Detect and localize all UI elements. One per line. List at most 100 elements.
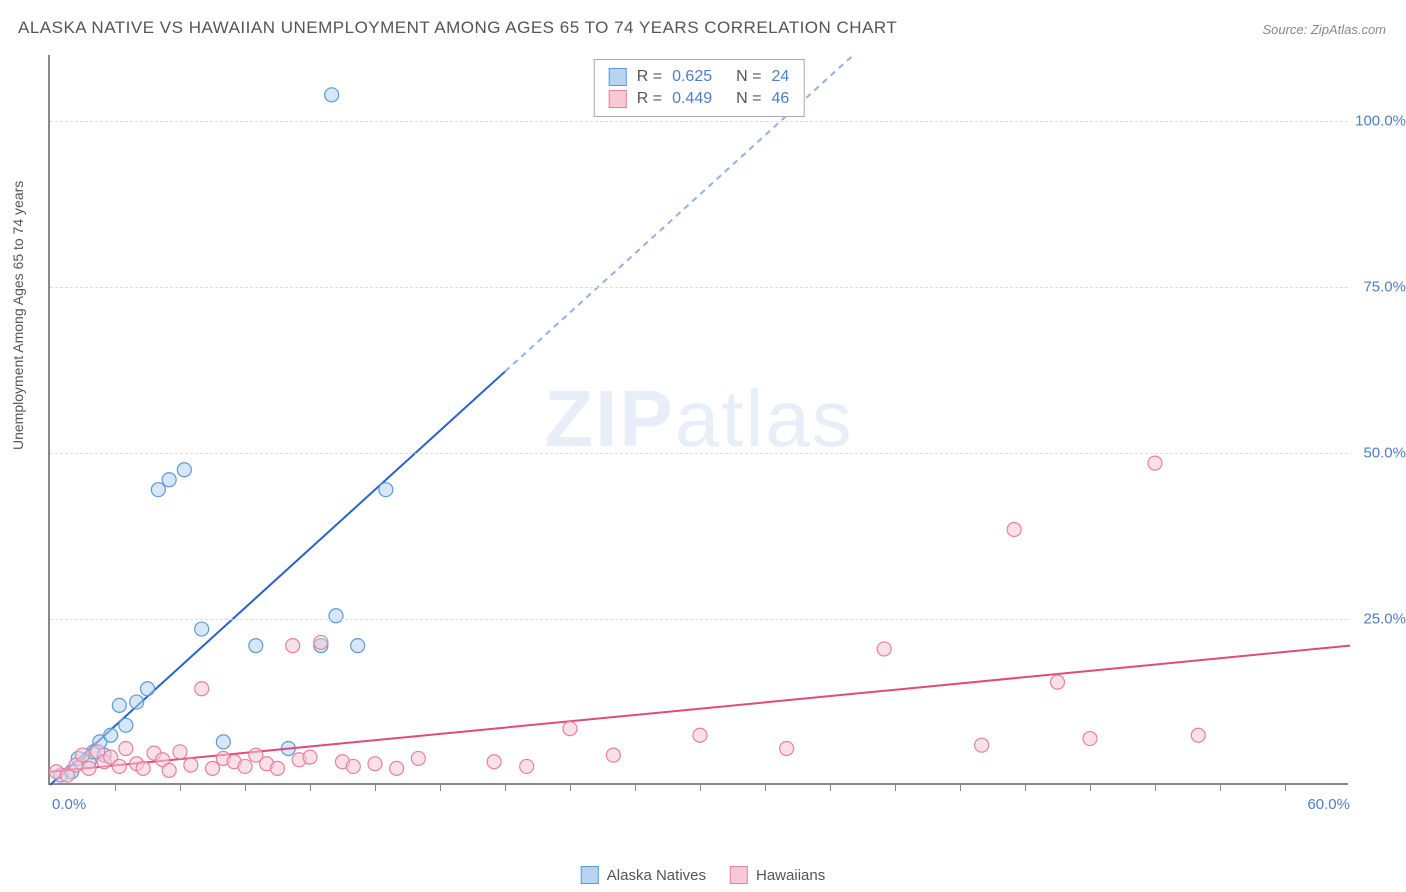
- data-point: [151, 483, 165, 497]
- x-tick: [180, 783, 181, 791]
- x-tick: [765, 783, 766, 791]
- stat-r-value: 0.625: [672, 68, 712, 86]
- stat-n-label: N =: [736, 68, 761, 86]
- stat-r-label: R =: [637, 90, 662, 108]
- data-point: [76, 748, 90, 762]
- data-point: [606, 748, 620, 762]
- y-axis-label: Unemployment Among Ages 65 to 74 years: [10, 181, 26, 450]
- data-point: [520, 759, 534, 773]
- data-point: [177, 463, 191, 477]
- data-point: [563, 722, 577, 736]
- data-point: [1007, 523, 1021, 537]
- x-tick: [960, 783, 961, 791]
- stat-r-value: 0.449: [672, 90, 712, 108]
- legend-swatch: [609, 68, 627, 86]
- data-point: [351, 639, 365, 653]
- legend-item: Hawaiians: [730, 866, 825, 884]
- data-point: [693, 728, 707, 742]
- x-tick: [1090, 783, 1091, 791]
- plot-area: ZIPatlas R = 0.625 N = 24 R = 0.449 N = …: [48, 55, 1348, 785]
- stat-n-value: 46: [771, 90, 789, 108]
- data-point: [1051, 675, 1065, 689]
- y-tick-label: 25.0%: [1363, 611, 1406, 628]
- data-point: [216, 735, 230, 749]
- x-tick: [245, 783, 246, 791]
- data-point: [130, 695, 144, 709]
- data-point: [162, 473, 176, 487]
- data-point: [411, 751, 425, 765]
- stat-n-value: 24: [771, 68, 789, 86]
- data-point: [877, 642, 891, 656]
- x-tick: [570, 783, 571, 791]
- x-tick: [375, 783, 376, 791]
- x-tick: [310, 783, 311, 791]
- x-tick: [830, 783, 831, 791]
- x-tick: [505, 783, 506, 791]
- data-point: [286, 639, 300, 653]
- gridline: [50, 121, 1348, 122]
- data-point: [136, 761, 150, 775]
- data-point: [195, 682, 209, 696]
- data-point: [112, 759, 126, 773]
- data-point: [162, 763, 176, 777]
- stat-r-label: R =: [637, 68, 662, 86]
- data-point: [173, 745, 187, 759]
- data-point: [780, 742, 794, 756]
- y-tick-label: 50.0%: [1363, 445, 1406, 462]
- data-point: [271, 761, 285, 775]
- data-point: [195, 622, 209, 636]
- legend-swatch: [581, 866, 599, 884]
- data-point: [119, 718, 133, 732]
- data-point: [390, 761, 404, 775]
- x-tick: [1025, 783, 1026, 791]
- data-point: [314, 635, 328, 649]
- x-tick: [440, 783, 441, 791]
- x-tick: [635, 783, 636, 791]
- chart-svg: [50, 55, 1348, 783]
- data-point: [206, 761, 220, 775]
- trend-line: [50, 646, 1350, 772]
- gridline: [50, 453, 1348, 454]
- chart-title: ALASKA NATIVE VS HAWAIIAN UNEMPLOYMENT A…: [18, 18, 897, 38]
- data-point: [346, 759, 360, 773]
- gridline: [50, 619, 1348, 620]
- data-point: [303, 750, 317, 764]
- legend-label: Hawaiians: [756, 867, 825, 884]
- x-tick-label: 60.0%: [1307, 796, 1350, 813]
- legend-swatch: [609, 90, 627, 108]
- data-point: [1083, 732, 1097, 746]
- data-point: [184, 758, 198, 772]
- data-point: [141, 682, 155, 696]
- data-point: [379, 483, 393, 497]
- data-point: [112, 698, 126, 712]
- data-point: [238, 759, 252, 773]
- trend-line: [50, 372, 505, 785]
- x-tick-label: 0.0%: [52, 796, 86, 813]
- x-tick: [1155, 783, 1156, 791]
- legend-stat-row: R = 0.449 N = 46: [609, 88, 790, 110]
- data-point: [1148, 456, 1162, 470]
- data-point: [975, 738, 989, 752]
- x-tick: [115, 783, 116, 791]
- legend-label: Alaska Natives: [607, 867, 706, 884]
- x-tick: [700, 783, 701, 791]
- data-point: [119, 742, 133, 756]
- data-point: [82, 761, 96, 775]
- gridline: [50, 287, 1348, 288]
- series-legend: Alaska Natives Hawaiians: [581, 866, 825, 884]
- data-point: [249, 639, 263, 653]
- legend-stat-row: R = 0.625 N = 24: [609, 66, 790, 88]
- y-tick-label: 100.0%: [1355, 113, 1406, 130]
- y-tick-label: 75.0%: [1363, 279, 1406, 296]
- correlation-legend: R = 0.625 N = 24 R = 0.449 N = 46: [594, 59, 805, 117]
- data-point: [1191, 728, 1205, 742]
- data-point: [487, 755, 501, 769]
- data-point: [368, 757, 382, 771]
- legend-swatch: [730, 866, 748, 884]
- stat-n-label: N =: [736, 90, 761, 108]
- source-label: Source: ZipAtlas.com: [1262, 22, 1386, 37]
- x-tick: [1285, 783, 1286, 791]
- legend-item: Alaska Natives: [581, 866, 706, 884]
- x-tick: [895, 783, 896, 791]
- x-tick: [1220, 783, 1221, 791]
